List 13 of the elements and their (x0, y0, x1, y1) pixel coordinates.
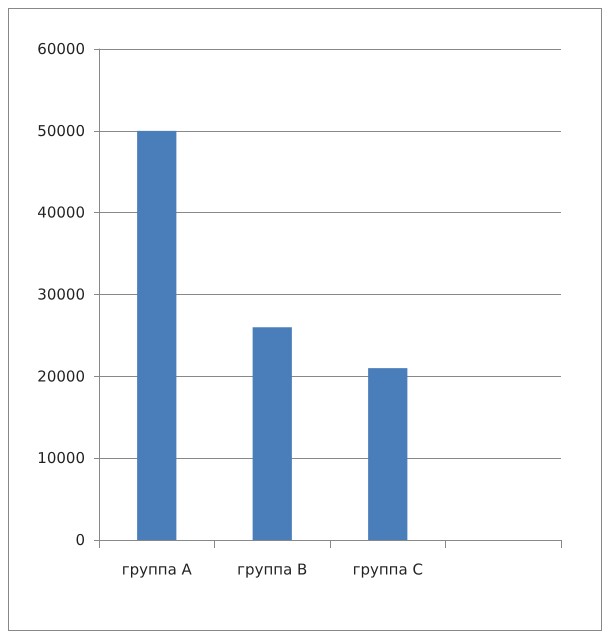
bar (137, 130, 176, 540)
bar (252, 327, 292, 540)
y-tick-label: 50000 (37, 122, 85, 140)
x-tick-label: группа A (122, 560, 193, 578)
x-tick-label: группа C (352, 560, 423, 578)
y-tick-label: 60000 (37, 40, 85, 58)
y-tick-label: 10000 (37, 449, 85, 468)
y-tick-label: 0 (75, 531, 85, 549)
y-tick-label: 40000 (37, 204, 85, 222)
y-tick-label: 20000 (37, 367, 85, 386)
y-tick-label: 30000 (37, 286, 85, 304)
bar (368, 368, 408, 540)
x-tick-label: группа B (237, 560, 308, 578)
